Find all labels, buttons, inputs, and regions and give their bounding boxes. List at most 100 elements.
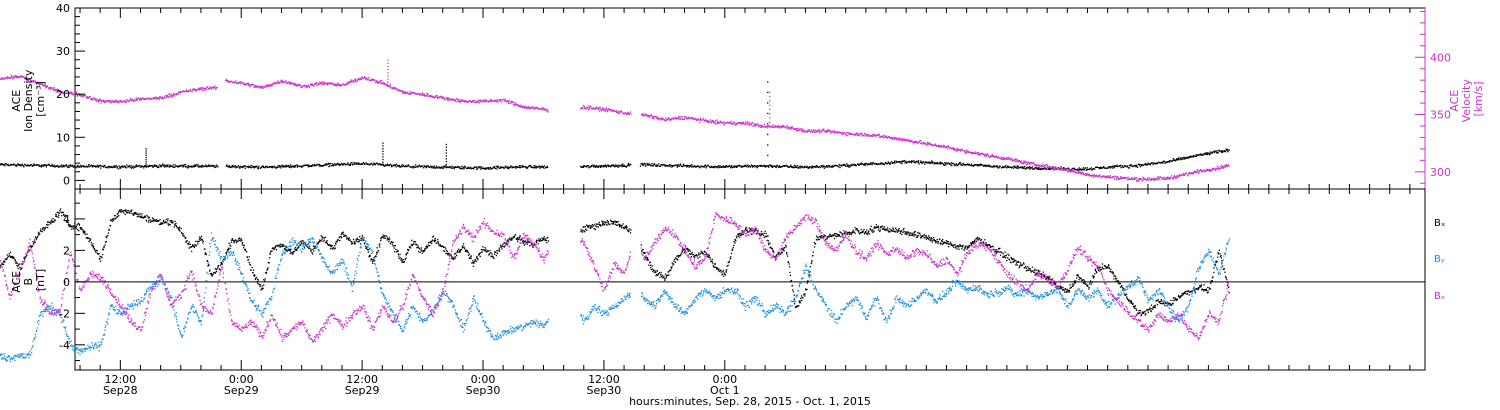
density-point (463, 166, 465, 168)
bx-point (104, 244, 106, 246)
velocity-point (773, 126, 776, 129)
density-point (1121, 165, 1123, 167)
bx-point (86, 233, 88, 235)
density-point (1099, 167, 1102, 169)
velocity-point (178, 92, 180, 94)
density-point (1077, 169, 1079, 171)
velocity-point (597, 108, 599, 110)
density-point (93, 165, 95, 167)
density-point (390, 163, 392, 166)
velocity-point (692, 117, 694, 119)
density-point (877, 163, 880, 165)
velocity-point (91, 98, 94, 100)
velocity-point (620, 111, 622, 113)
velocity-point (676, 118, 678, 120)
bx-point (178, 228, 180, 230)
density-point (1038, 168, 1041, 170)
velocity-point (246, 82, 248, 85)
density-point (1145, 163, 1147, 165)
density-point (166, 164, 168, 166)
velocity-point (402, 91, 405, 93)
bx-point (271, 250, 273, 252)
density-point (135, 164, 137, 166)
density-point (1165, 162, 1167, 164)
density-point (724, 166, 726, 168)
velocity-tick-label: 400 (1430, 51, 1451, 64)
velocity-point (1014, 159, 1017, 161)
bx-point (243, 248, 246, 251)
density-point (239, 167, 241, 169)
density-point (1087, 168, 1089, 171)
density-point (839, 164, 841, 167)
velocity-point (499, 100, 502, 102)
velocity-point (589, 105, 591, 107)
bx-point (114, 218, 116, 220)
velocity-point (1056, 168, 1058, 171)
density-point (972, 165, 974, 167)
velocity-point (1109, 175, 1111, 177)
density-point (1132, 165, 1134, 167)
velocity-point (1068, 171, 1070, 173)
velocity-point (860, 133, 862, 135)
velocity-point (670, 118, 672, 120)
velocity-point (298, 84, 300, 86)
density-point (476, 168, 478, 170)
density-point (137, 165, 139, 167)
density-point (443, 165, 445, 167)
density-point (1038, 167, 1040, 169)
density-point (376, 162, 378, 165)
density-point (182, 166, 185, 168)
velocity-point (996, 156, 998, 158)
velocity-point (919, 140, 921, 142)
velocity-point (952, 147, 954, 149)
density-point (33, 164, 35, 167)
velocity-point (1159, 176, 1161, 178)
density-point (169, 165, 171, 167)
bx-point (165, 218, 168, 220)
velocity-point (1067, 171, 1069, 173)
bx-point (147, 221, 150, 223)
velocity-point (346, 83, 348, 85)
density-point (1203, 154, 1205, 156)
velocity-point (379, 79, 381, 82)
velocity-point (657, 118, 659, 121)
velocity-point (50, 88, 52, 90)
velocity-point (1140, 178, 1142, 181)
velocity-point (590, 107, 593, 109)
density-point (425, 166, 427, 168)
density-point (294, 166, 296, 168)
velocity-point (747, 123, 749, 126)
density-point (107, 167, 109, 169)
density-point (841, 165, 843, 167)
density-point (1126, 166, 1128, 168)
bx-point (56, 211, 58, 213)
density-point (715, 166, 717, 168)
bx-point (179, 226, 181, 228)
velocity-point (137, 97, 139, 100)
velocity-point (239, 81, 241, 83)
density-point (407, 164, 409, 166)
density-point (216, 164, 218, 166)
velocity-point (307, 85, 310, 87)
density-point (1160, 162, 1162, 164)
velocity-point (37, 82, 39, 85)
velocity-point (316, 84, 318, 87)
velocity-point (730, 123, 732, 125)
velocity-point (989, 156, 991, 159)
velocity-point (1160, 176, 1162, 178)
density-point (260, 166, 263, 169)
velocity-point (813, 128, 815, 131)
velocity-point (506, 101, 508, 103)
density-point (477, 166, 479, 168)
velocity-point (322, 81, 324, 83)
velocity-point (455, 97, 458, 100)
velocity-point (915, 140, 918, 143)
bx-point (199, 237, 202, 239)
density-point (316, 164, 318, 166)
bx-point (241, 242, 244, 244)
bx-point (34, 236, 37, 238)
velocity-point (385, 83, 387, 85)
velocity-point (1114, 175, 1116, 177)
bx-point (87, 236, 89, 239)
